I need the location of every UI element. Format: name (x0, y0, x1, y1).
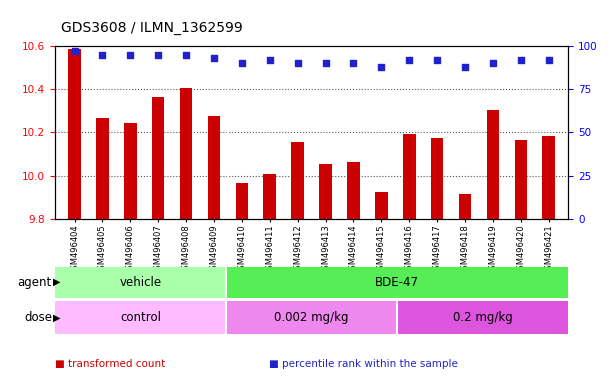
Point (98, 51, 108, 58)
Bar (347, 162, 360, 219)
Point (516, 57, 525, 63)
Bar (96, 118, 109, 219)
Point (376, 64, 386, 70)
Bar (486, 110, 499, 219)
Bar (55, 267, 226, 298)
Point (488, 60, 498, 66)
Text: ▶: ▶ (53, 313, 60, 323)
Point (209, 55, 219, 61)
Bar (431, 138, 444, 219)
Bar (514, 140, 527, 219)
Text: control: control (120, 311, 161, 324)
Bar (397, 301, 568, 334)
Point (432, 57, 442, 63)
Point (237, 60, 247, 66)
Bar (236, 183, 248, 219)
Bar (375, 192, 387, 219)
Bar (208, 116, 220, 219)
Text: agent: agent (18, 276, 52, 289)
Bar (226, 301, 397, 334)
Point (181, 51, 191, 58)
Text: ▶: ▶ (53, 277, 60, 287)
Bar (55, 301, 226, 334)
Bar (403, 134, 415, 219)
Bar (543, 136, 555, 219)
Bar (124, 123, 137, 219)
Bar (68, 49, 81, 219)
Point (321, 60, 331, 66)
Bar (291, 142, 304, 219)
Point (70, 48, 79, 55)
Text: GDS3608 / ILMN_1362599: GDS3608 / ILMN_1362599 (61, 21, 243, 35)
Text: vehicle: vehicle (120, 276, 161, 289)
Text: 0.2 mg/kg: 0.2 mg/kg (453, 311, 513, 324)
Text: BDE-47: BDE-47 (375, 276, 419, 289)
Point (348, 60, 358, 66)
Point (153, 51, 163, 58)
Bar (459, 194, 471, 219)
Point (404, 57, 414, 63)
Text: ■ percentile rank within the sample: ■ percentile rank within the sample (269, 359, 458, 369)
Point (544, 57, 554, 63)
Point (125, 51, 135, 58)
Bar (320, 164, 332, 219)
Text: 0.002 mg/kg: 0.002 mg/kg (274, 311, 349, 324)
Text: dose: dose (24, 311, 52, 324)
Bar (152, 97, 164, 219)
Point (460, 64, 470, 70)
Point (265, 57, 275, 63)
Bar (263, 174, 276, 219)
Bar (226, 267, 568, 298)
Bar (180, 88, 192, 219)
Text: ■ transformed count: ■ transformed count (55, 359, 165, 369)
Point (293, 60, 302, 66)
